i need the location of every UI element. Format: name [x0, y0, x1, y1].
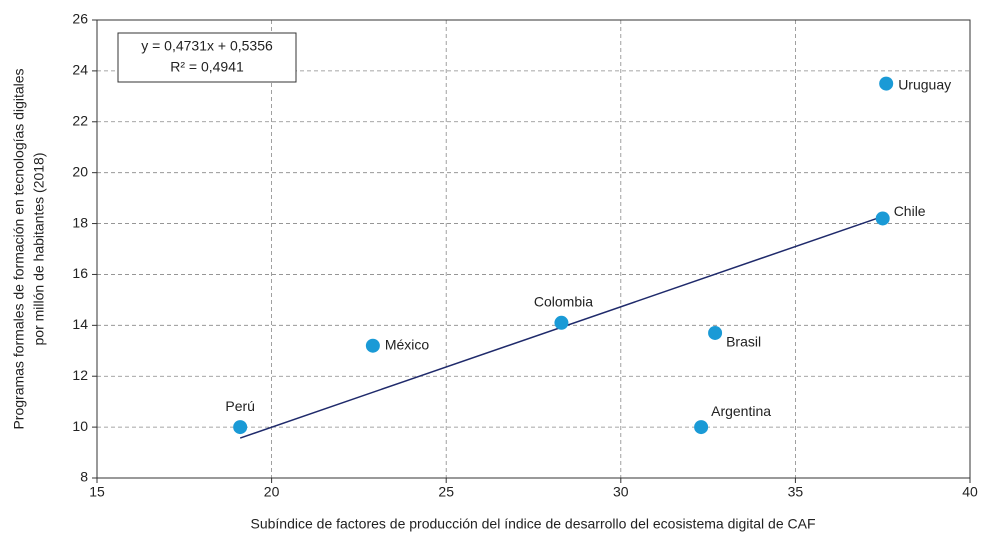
- y-tick-label: 26: [72, 11, 88, 27]
- x-tick-label: 20: [264, 484, 280, 500]
- point-label: México: [385, 336, 430, 352]
- annotation-box: [117, 32, 297, 83]
- point-label: Uruguay: [898, 76, 951, 92]
- point: [879, 76, 894, 91]
- point-label: Perú: [225, 398, 255, 414]
- plot-border: [96, 19, 971, 479]
- y-tick-label: 20: [72, 163, 88, 179]
- y-tick-label: 10: [72, 418, 88, 434]
- y-tick-label: 24: [72, 62, 88, 78]
- y-tick-label: 12: [72, 367, 88, 383]
- y-tick-label: 16: [72, 265, 88, 281]
- x-tick-label: 40: [962, 484, 978, 500]
- point-label: Argentina: [711, 403, 771, 419]
- point-label: Brasil: [726, 334, 761, 350]
- y-tick-label: 14: [72, 316, 88, 332]
- point: [694, 420, 709, 435]
- x-tick-label: 25: [438, 484, 454, 500]
- annotation: y = 0,4731x + 0,5356: [141, 38, 273, 54]
- x-tick-label: 35: [788, 484, 804, 500]
- y-tick-label: 22: [72, 112, 88, 128]
- y-axis-label: por millón de habitantes (2018): [31, 152, 47, 345]
- point: [554, 315, 569, 330]
- x-tick-label: 15: [89, 484, 105, 500]
- point: [365, 338, 380, 353]
- annotation: R² = 0,4941: [170, 59, 244, 75]
- y-tick-label: 8: [80, 469, 88, 485]
- x-axis-label: Subíndice de factores de producción del …: [251, 516, 816, 532]
- point: [233, 420, 248, 435]
- x-tick-label: 30: [613, 484, 629, 500]
- point-label: Colombia: [534, 293, 593, 309]
- y-axis-label: Programas formales de formación en tecno…: [11, 68, 27, 429]
- point-label: Chile: [894, 203, 926, 219]
- point: [708, 325, 723, 340]
- point: [875, 211, 890, 226]
- y-tick-label: 18: [72, 214, 88, 230]
